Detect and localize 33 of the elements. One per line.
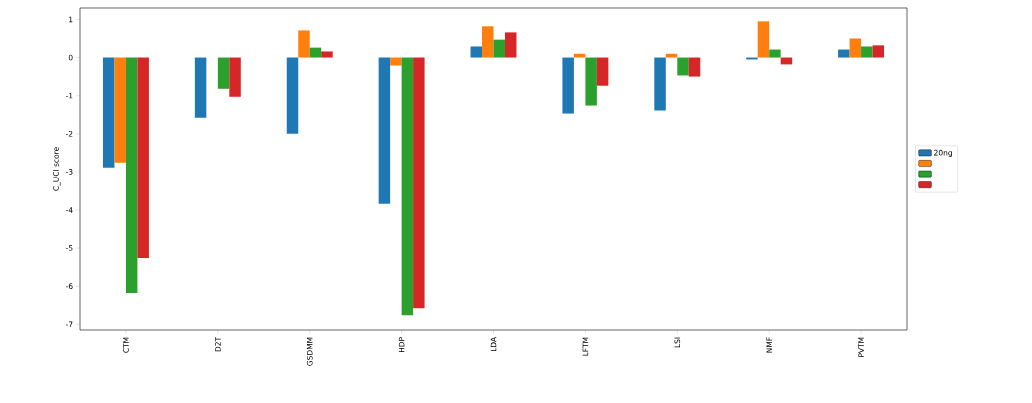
bar — [585, 57, 597, 106]
bar — [378, 57, 391, 204]
bar — [849, 38, 862, 58]
bar — [401, 57, 414, 316]
bar — [470, 46, 483, 58]
bar — [493, 39, 505, 58]
bar — [654, 57, 666, 111]
bar — [757, 21, 770, 58]
bar — [861, 46, 873, 58]
bar — [665, 53, 678, 58]
bar — [688, 57, 701, 77]
bar — [596, 57, 609, 86]
bar — [229, 57, 241, 97]
bar — [309, 47, 322, 58]
bar — [562, 57, 574, 114]
bar — [482, 26, 494, 58]
bar — [838, 49, 850, 58]
bar — [125, 57, 138, 294]
bar — [194, 57, 207, 118]
bar — [102, 57, 115, 168]
bar — [137, 57, 149, 258]
bar — [298, 30, 310, 58]
bar — [769, 49, 781, 58]
bar — [413, 57, 425, 309]
bar — [872, 45, 885, 58]
bar — [217, 57, 230, 89]
bar — [321, 51, 333, 58]
bar — [677, 57, 689, 76]
bar — [114, 57, 126, 163]
bar — [286, 57, 299, 134]
bar — [390, 57, 402, 66]
bar — [504, 32, 517, 58]
bar — [573, 53, 586, 58]
